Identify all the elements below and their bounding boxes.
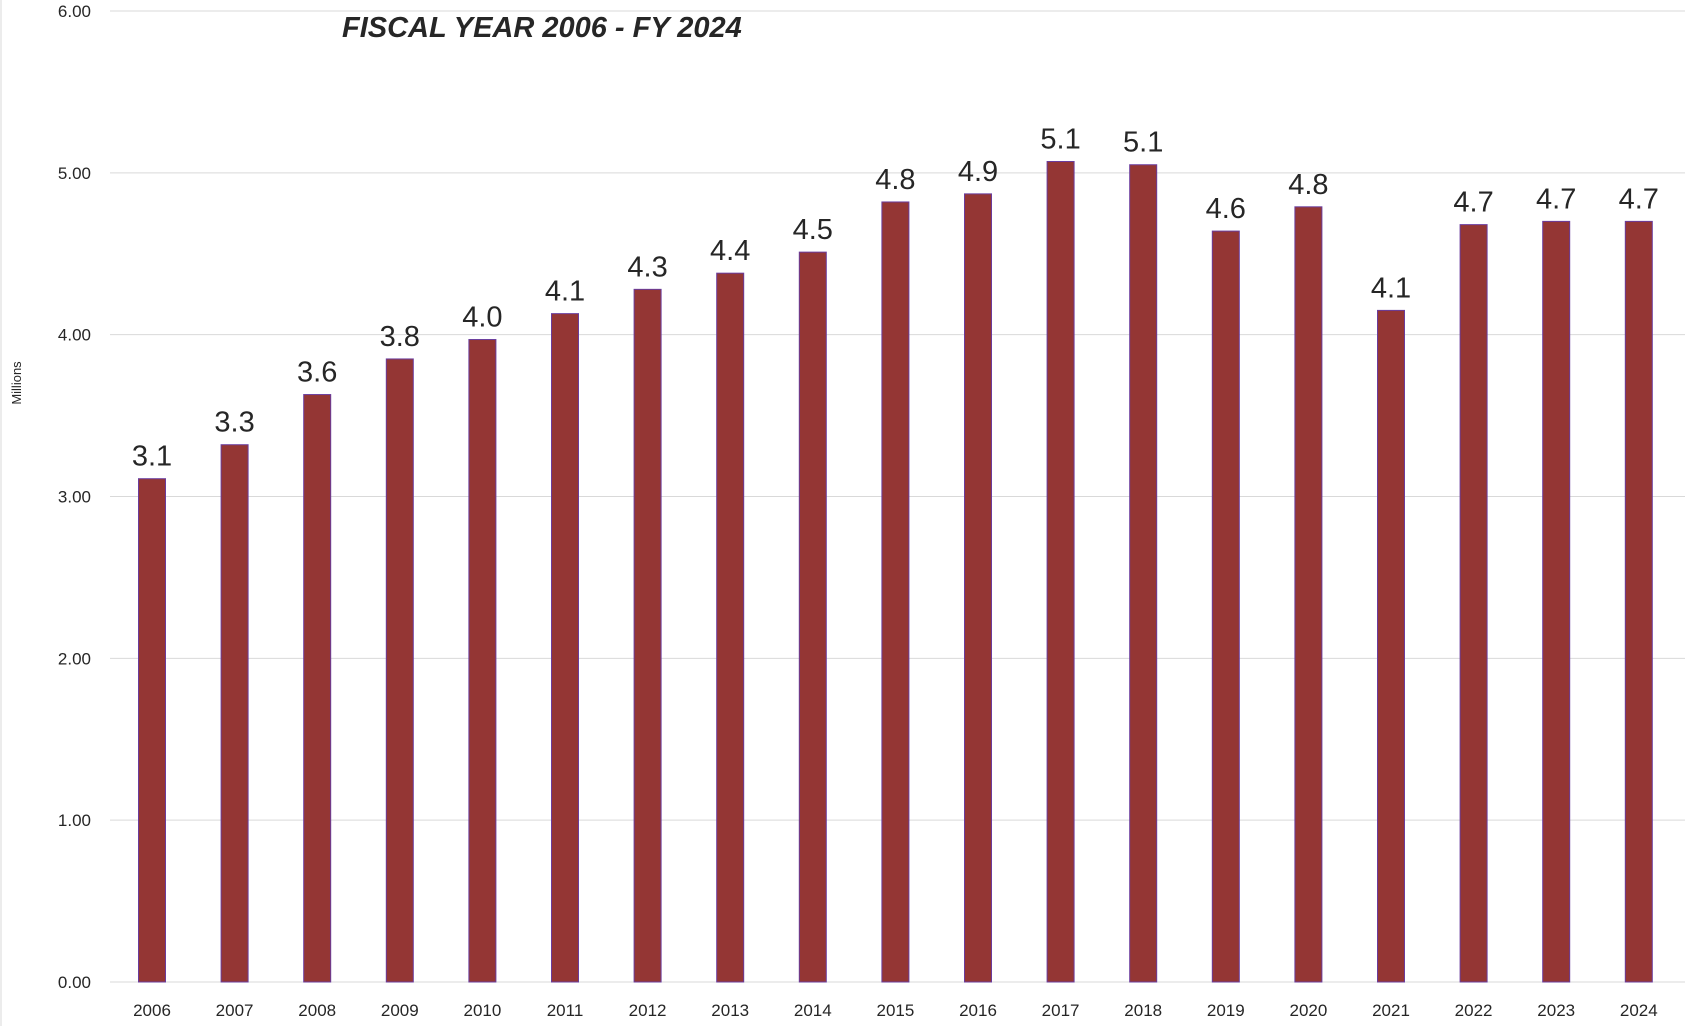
bar (1294, 206, 1323, 983)
bar (1211, 230, 1240, 983)
x-axis: 2006 2007 2008 2009 2010 2011 2012 2013 2014 2015… (133, 1001, 1658, 1020)
x-tick-label: 2018 (1124, 1001, 1162, 1020)
bar (138, 478, 166, 983)
data-label: 4.7 (1619, 183, 1659, 215)
bar (881, 201, 910, 983)
data-label: 5.1 (1123, 127, 1163, 159)
data-labels: 3.1 3.3 3.6 3.8 4.0 4.1 4.3 4.4 4.5 4.8 4.9 5.1 5.1 4… (132, 124, 1659, 473)
x-tick-label: 2011 (547, 1001, 584, 1020)
data-label: 4.7 (1453, 187, 1493, 219)
data-label: 4.0 (462, 302, 502, 334)
data-label: 4.8 (875, 164, 915, 196)
x-tick-label: 2007 (216, 1001, 254, 1020)
x-tick-label: 2009 (381, 1001, 419, 1020)
x-tick-label: 2010 (463, 1001, 501, 1020)
chart-title: FISCAL YEAR 2006 - FY 2024 (342, 12, 742, 44)
data-label: 4.9 (958, 156, 998, 188)
y-tick-label: 0.00 (58, 973, 91, 992)
data-label: 3.1 (132, 441, 172, 473)
bar (964, 193, 992, 983)
y-tick-label: 3.00 (58, 488, 91, 507)
bar (303, 394, 332, 983)
bar (551, 313, 579, 983)
bars (138, 161, 1653, 983)
y-tick-label: 6.00 (58, 2, 91, 21)
y-tick-label: 1.00 (58, 811, 91, 830)
data-label: 4.6 (1206, 193, 1246, 225)
x-tick-label: 2019 (1207, 1001, 1245, 1020)
x-tick-label: 2006 (133, 1001, 171, 1020)
data-label: 4.3 (627, 251, 667, 283)
bar (1046, 161, 1075, 983)
x-tick-label: 2015 (876, 1001, 914, 1020)
data-label: 4.8 (1288, 169, 1328, 201)
bar (716, 272, 745, 983)
bar (385, 358, 414, 983)
bar (1459, 224, 1488, 983)
bar (1377, 309, 1405, 983)
data-label: 4.1 (545, 276, 585, 308)
bar (220, 444, 249, 983)
x-tick-label: 2020 (1289, 1001, 1327, 1020)
x-tick-label: 2023 (1537, 1001, 1575, 1020)
y-axis-label: Millions (9, 361, 24, 405)
data-label: 5.1 (1040, 124, 1080, 156)
x-tick-label: 2013 (711, 1001, 749, 1020)
x-tick-label: 2012 (629, 1001, 667, 1020)
bar (1129, 164, 1158, 983)
x-tick-label: 2017 (1042, 1001, 1080, 1020)
y-tick-label: 5.00 (58, 164, 91, 183)
bar (633, 288, 662, 983)
bar (1542, 220, 1571, 983)
y-axis: 0.00 1.00 2.00 3.00 4.00 5.00 6.00 (58, 2, 91, 992)
bar (798, 251, 827, 983)
y-tick-label: 4.00 (58, 326, 91, 345)
data-label: 4.4 (710, 235, 750, 267)
data-label: 3.3 (214, 407, 254, 439)
bar (1624, 220, 1653, 983)
x-tick-label: 2016 (959, 1001, 997, 1020)
y-tick-label: 2.00 (58, 649, 91, 668)
x-tick-label: 2021 (1372, 1001, 1410, 1020)
data-label: 4.7 (1536, 183, 1576, 215)
x-tick-label: 2022 (1455, 1001, 1493, 1020)
x-tick-label: 2014 (794, 1001, 832, 1020)
data-label: 3.8 (380, 321, 420, 353)
data-label: 4.1 (1371, 272, 1411, 304)
x-tick-label: 2024 (1620, 1001, 1658, 1020)
data-label: 3.6 (297, 357, 337, 389)
bar (468, 339, 497, 983)
x-tick-label: 2008 (298, 1001, 336, 1020)
data-label: 4.5 (793, 214, 833, 246)
